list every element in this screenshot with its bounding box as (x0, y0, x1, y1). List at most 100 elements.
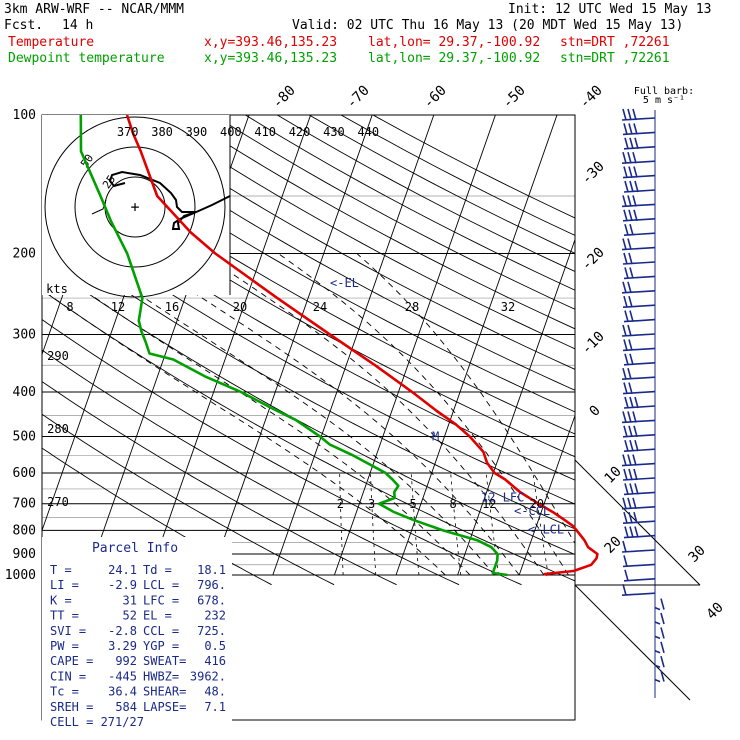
temperature-profile (125, 114, 599, 577)
mixing-ratio-label: 12 (482, 497, 496, 511)
dry-adiabat-line (42, 232, 575, 530)
wind-barb-staff (621, 592, 656, 596)
barb-guide-line (574, 584, 691, 701)
wind-barb-flag (633, 468, 638, 481)
wind-barb-staff (621, 549, 656, 553)
wind-barb-flag (622, 411, 627, 423)
wind-barb-staff (622, 390, 656, 395)
wind-barb-flag (660, 598, 665, 610)
wind-barb-flag (660, 641, 665, 654)
wind-barb (621, 238, 656, 251)
wind-barb-flag (628, 123, 633, 135)
wind-barb-staff (622, 563, 656, 568)
wind-barb (621, 195, 656, 208)
moist-adiabat-label: 16 (165, 300, 179, 314)
barb-key-unit: 5 m s⁻¹ (643, 95, 685, 106)
wind-barb-flag (632, 411, 637, 423)
theta-label: 440 (357, 125, 379, 139)
wind-barb-flag (622, 281, 627, 294)
wind-barb-flag (634, 439, 639, 452)
parcel-info-key: LAPSE= (143, 700, 186, 714)
wind-barb-flag (660, 627, 665, 639)
mixing-ratio-label: 8 (450, 497, 457, 511)
parcel-info-key: CAPE = (50, 654, 93, 668)
dry-adiabat-line (117, 115, 575, 370)
wind-barb (654, 612, 665, 625)
dewpoint-legend-name: Dewpoint temperature (8, 51, 165, 66)
wind-barb-flag (624, 396, 629, 409)
wind-barb-flag (629, 267, 634, 279)
wind-barb (622, 468, 656, 481)
wind-barb-staff (623, 275, 656, 280)
parcel-info-value: 3962. (190, 669, 226, 683)
wind-barb-flag (628, 339, 633, 351)
dry-adiabat-line (42, 381, 397, 586)
temperature-legend-latlon: lat,lon= 29.37,-100.92 (368, 35, 541, 50)
parcel-info-value: 52 (123, 609, 137, 623)
theta-label: 410 (254, 125, 276, 139)
wind-barb-flag (629, 483, 634, 495)
wind-barb-flag (629, 526, 634, 538)
wind-barb-flag (624, 353, 629, 366)
init-time: Init: 12 UTC Wed 15 May 13 (508, 2, 712, 17)
wind-barb (621, 583, 656, 596)
parcel-info-value: -2.8 (108, 624, 137, 638)
wind-barb-flag (623, 166, 628, 178)
wind-barb-flag (628, 468, 633, 481)
wind-barb-flag (627, 281, 632, 294)
parcel-info-value: 678. (197, 593, 226, 607)
wind-barb-flag (624, 439, 629, 452)
wind-barb-flag (622, 108, 627, 121)
mixing-ratio-label: 5 (409, 497, 416, 511)
wind-barb-flag (623, 425, 628, 438)
theta-label: 370 (117, 125, 139, 139)
wind-barb-staff (623, 146, 656, 150)
parcel-info-value: 3.29 (108, 639, 137, 653)
wind-barb (623, 353, 656, 366)
wind-barb (623, 396, 656, 409)
wind-barb (621, 454, 656, 467)
isotherm-label: -30 (579, 159, 608, 188)
wind-barb-flag (628, 209, 633, 222)
moist-adiabat-label: 28 (405, 300, 419, 314)
wind-barb-flag (627, 195, 632, 207)
wind-barb-flag (622, 238, 627, 250)
wind-barb-flag (623, 209, 628, 222)
wind-barb (623, 439, 656, 452)
wind-barb-flag (634, 137, 639, 150)
wind-barb (622, 339, 656, 352)
wind-barb-flag (633, 209, 638, 222)
wind-barb-staff (623, 578, 656, 582)
wind-barb-flag (628, 295, 633, 308)
wind-barb (621, 497, 656, 510)
dry-adiabat-line (42, 179, 575, 481)
isotherm-label: -70 (344, 83, 373, 112)
wind-barb-staff (623, 189, 656, 193)
wind-barb-flag (628, 166, 633, 178)
parcel-info-value: 584 (115, 700, 137, 714)
wind-barb-staff (621, 506, 656, 510)
parcel-info-key: LCL = (143, 578, 179, 592)
theta-label: 430 (323, 125, 345, 139)
isotherm-line (457, 238, 575, 576)
isotherm-label: -60 (421, 83, 450, 112)
wind-barb (654, 670, 665, 683)
wind-barb-flag (633, 166, 638, 178)
wind-barb-flag (660, 655, 665, 668)
temperature-legend-xy: x,y=393.46,135.23 (204, 35, 338, 50)
wind-barb-staff (623, 448, 656, 452)
pressure-label: 900 (13, 547, 36, 562)
dry-adiabat-line (42, 289, 575, 582)
isotherm-label: -50 (500, 83, 529, 112)
wind-barb-flag (623, 382, 628, 394)
wind-barb (654, 598, 665, 611)
isotherm-line (272, 115, 435, 576)
pressure-label: 800 (13, 523, 36, 538)
wind-barb-flag (623, 555, 628, 567)
pressure-label: 600 (13, 466, 36, 481)
wind-barb-flag (624, 483, 629, 495)
wind-barb-staff (623, 534, 656, 539)
wind-barb-flag (633, 511, 638, 524)
parcel-info-value: 24.1 (108, 563, 137, 577)
parcel-info-key: K = (50, 593, 72, 607)
